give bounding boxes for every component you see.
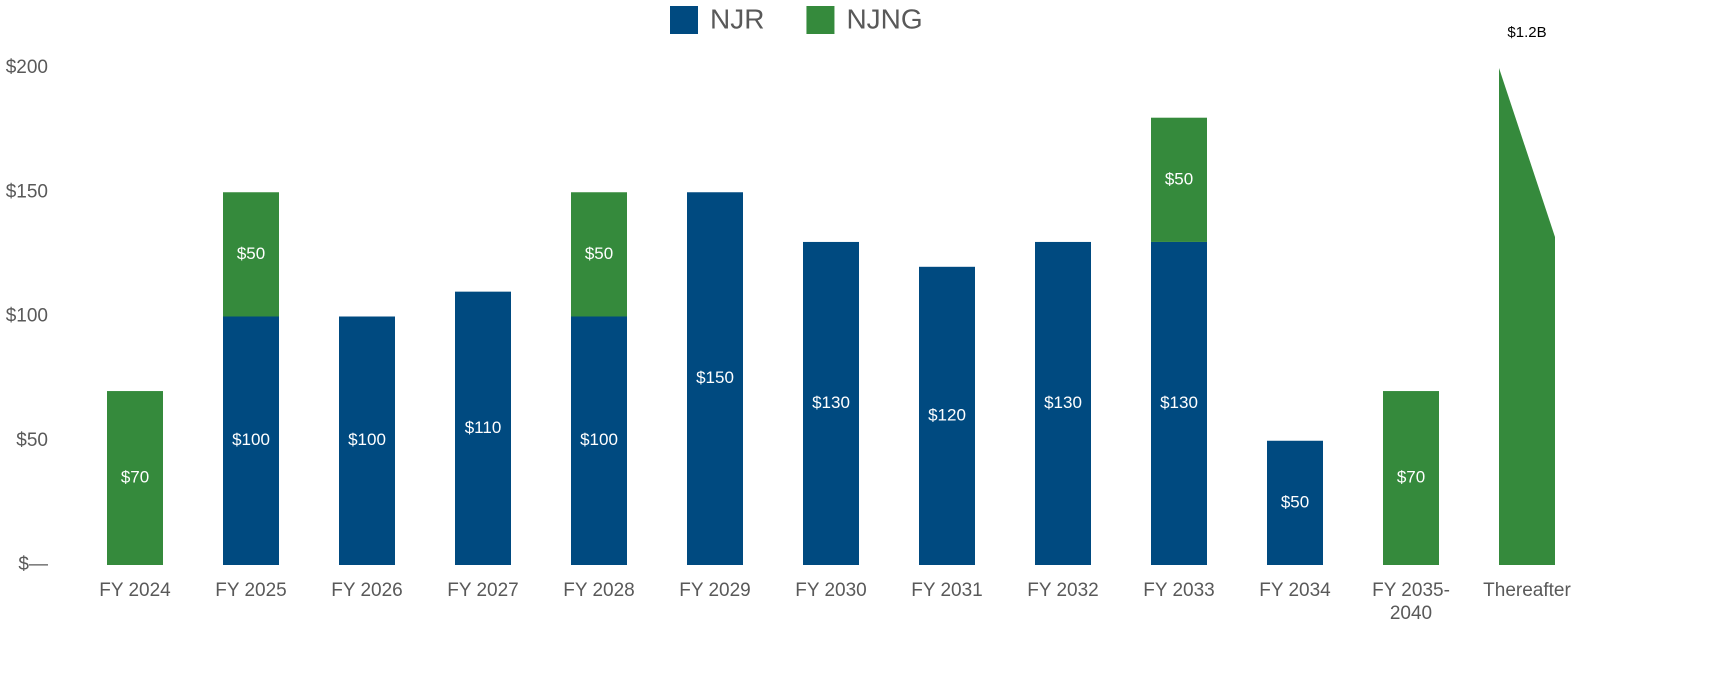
legend-swatch	[806, 6, 835, 34]
legend-label: NJNG	[846, 3, 922, 34]
y-tick-label: $200	[6, 57, 48, 78]
x-tick-label-line: 2040	[1390, 603, 1432, 624]
bar-segment	[571, 192, 627, 317]
value-label: $130	[1044, 393, 1082, 412]
bar-segment	[223, 316, 279, 565]
bar-segment	[687, 192, 743, 565]
value-label: $120	[928, 405, 966, 424]
x-tick-label: FY 2029	[679, 580, 750, 601]
y-tick-label: $—	[18, 554, 48, 575]
value-label: $70	[121, 468, 149, 487]
x-tick-label: FY 2034	[1259, 580, 1331, 601]
value-label: $50	[1165, 169, 1193, 188]
y-tick-label: $50	[16, 430, 48, 451]
bar-segment-truncated	[1499, 68, 1555, 565]
bar-segment	[1383, 391, 1439, 565]
x-tick-label: FY 2031	[911, 580, 982, 601]
x-tick-label: FY 2027	[447, 580, 518, 601]
value-label: $50	[1281, 492, 1309, 511]
x-tick-label-line: FY 2035-	[1372, 580, 1450, 601]
bar-segment	[571, 316, 627, 565]
bar-segment	[107, 391, 163, 565]
x-tick-label: FY 2024	[99, 580, 171, 601]
value-label: $100	[348, 430, 386, 449]
bar-segment	[1151, 117, 1207, 242]
x-tick-label: FY 2026	[331, 580, 402, 601]
legend-label: NJR	[710, 3, 764, 34]
bar-segment	[1267, 440, 1323, 565]
x-tick-label: FY 2030	[795, 580, 866, 601]
y-tick-label: $100	[6, 306, 48, 327]
value-label: $1.2B	[1507, 24, 1546, 41]
bar-segment	[919, 266, 975, 565]
y-tick-label: $150	[6, 181, 48, 202]
x-tick-label: FY 2032	[1027, 580, 1098, 601]
value-label: $70	[1397, 468, 1425, 487]
bar-segment	[803, 241, 859, 565]
x-tick-label: FY 2033	[1143, 580, 1214, 601]
x-tick-label: FY 2028	[563, 580, 634, 601]
x-tick-label: Thereafter	[1483, 580, 1571, 601]
legend-swatch	[670, 6, 698, 34]
value-label: $130	[812, 393, 850, 412]
value-label: $50	[237, 244, 265, 263]
value-label: $100	[232, 430, 270, 449]
bar-segment	[223, 192, 279, 317]
value-label: $150	[696, 368, 734, 387]
value-label: $110	[465, 418, 502, 437]
value-label: $130	[1160, 393, 1198, 412]
bar-segment	[1151, 241, 1207, 565]
bar-segment	[455, 291, 511, 565]
x-tick-label: FY 2035-2040	[1372, 580, 1450, 624]
bar-segment	[339, 316, 395, 565]
value-label: $50	[585, 244, 613, 263]
x-tick-label: FY 2025	[215, 580, 286, 601]
bar-segment	[1035, 241, 1091, 565]
value-label: $100	[580, 430, 618, 449]
